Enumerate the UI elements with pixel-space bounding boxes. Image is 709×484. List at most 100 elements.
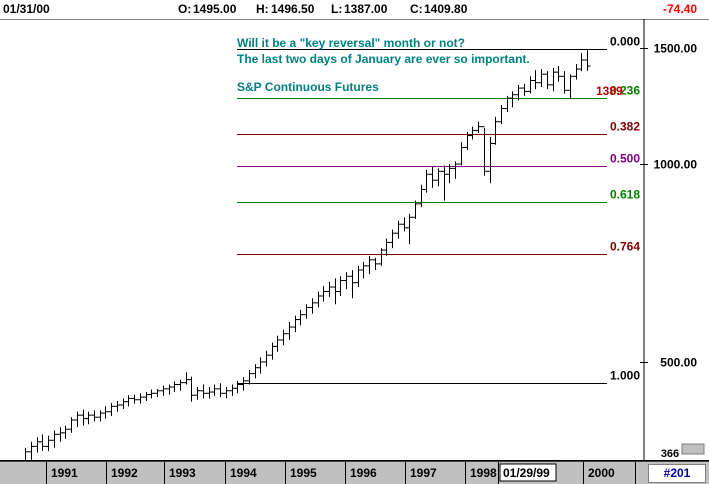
ohlc-bar	[131, 394, 138, 404]
ohlc-bar	[25, 447, 29, 461]
ohlc-bar	[544, 71, 551, 90]
ohlc-bar	[183, 372, 190, 385]
annotation-line-1: Will it be a "key reversal" month or not…	[237, 36, 465, 50]
ohlc-bar	[125, 395, 132, 407]
year-label: 1996	[350, 466, 377, 480]
ohlc-bar	[257, 357, 264, 374]
year-label: 1998	[470, 466, 497, 480]
ohlc-bar	[217, 383, 224, 398]
year-label: 2000	[588, 466, 615, 480]
time-axis: 1991 1992 1993 1994 1995 1996 1997 1998 01/29/99…	[46, 462, 636, 484]
ohlc-bar	[343, 272, 350, 290]
cursor-date-box	[499, 463, 557, 482]
change-value: -74.40	[663, 2, 698, 16]
ohlc-bar	[475, 121, 482, 134]
scale-widget	[681, 443, 705, 455]
ohlc-bar	[74, 411, 81, 428]
fib-label: 0.382	[610, 120, 640, 134]
ohlc-bar	[234, 380, 241, 394]
ohlc-bar	[108, 403, 115, 416]
ohlc-bar	[389, 229, 396, 249]
ohlc-bar	[45, 435, 52, 451]
annotation-line-2: The last two days of January are ever so…	[237, 52, 530, 66]
ohlc-bar	[349, 270, 356, 299]
ohlc-bar	[567, 74, 574, 100]
ohlc-bar	[28, 441, 35, 460]
close-value: 1409.80	[424, 2, 468, 16]
ohlc-bar	[458, 142, 465, 166]
high-label: H:	[256, 2, 269, 16]
current-price-label: 1389	[596, 84, 623, 98]
ohlc-bar	[114, 401, 121, 412]
ohlc-bar	[211, 384, 218, 396]
year-label: 1995	[290, 466, 317, 480]
ohlc-bar	[229, 384, 236, 396]
fibonacci-layer: 0.000 0.236 0.382 0.500 0.618 0.764 1.000	[237, 35, 640, 384]
ohlc-bar	[492, 116, 499, 145]
ohlc-bar	[538, 69, 545, 87]
year-label: 01/29/99	[503, 466, 550, 480]
symbol-number-box[interactable]: #201	[648, 464, 706, 483]
price-axis-min-label: 366	[661, 448, 679, 460]
ohlc-bar	[418, 184, 425, 208]
year-label: 1992	[111, 466, 138, 480]
quote-date: 01/31/00	[3, 2, 50, 16]
ohlc-bar	[423, 169, 430, 193]
ohlc-bar	[154, 388, 161, 398]
ohlc-bar	[406, 213, 413, 245]
ohlc-bar	[252, 364, 259, 379]
ohlc-bar	[555, 65, 562, 82]
ohlc-bar	[62, 425, 69, 439]
ohlc-bar	[584, 49, 591, 71]
ohlc-bar	[166, 384, 173, 395]
ohlc-bar	[280, 329, 287, 346]
ohlc-bar	[57, 427, 64, 442]
open-label: O:	[178, 2, 192, 16]
ohlc-bar	[39, 434, 46, 451]
ohlc-bar	[240, 377, 247, 391]
ohlc-bar	[297, 309, 304, 326]
ohlc-bar	[509, 91, 516, 108]
ohlc-bar	[51, 430, 58, 448]
ohlc-bar	[550, 68, 557, 92]
price-axis-label: 1000.00	[654, 158, 698, 172]
low-label: L:	[331, 2, 343, 16]
ohlc-bar	[441, 165, 448, 201]
ohlc-bar	[292, 315, 299, 333]
ohlc-bar	[532, 70, 539, 90]
ohlc-bars	[25, 49, 591, 461]
ohlc-bar	[97, 410, 104, 422]
ohlc-bar	[188, 376, 195, 402]
chart-labels: Will it be a "key reversal" month or not…	[237, 36, 623, 98]
ohlc-bar	[286, 322, 293, 340]
fib-label: 0.764	[610, 240, 640, 254]
ohlc-bar	[303, 304, 310, 319]
price-chart: 0.000 0.236 0.382 0.500 0.618 0.764 1.000 Will…	[0, 19, 709, 461]
chart-title: S&P Continuous Futures	[237, 80, 379, 94]
ohlc-bar	[326, 281, 333, 297]
fib-label: 1.000	[610, 369, 640, 383]
ohlc-bar	[498, 104, 505, 125]
ohlc-bar	[120, 398, 127, 410]
ohlc-bar	[527, 76, 534, 94]
ohlc-bar	[378, 248, 385, 266]
price-axis-label: 500.00	[660, 356, 697, 370]
price-axis-label: 1500.00	[654, 42, 698, 56]
year-label: 1994	[230, 466, 257, 480]
ohlc-bar	[469, 126, 476, 140]
ohlc-bar	[315, 291, 322, 308]
ohlc-bar	[573, 63, 580, 80]
ohlc-bar	[515, 84, 522, 101]
ohlc-bar	[309, 298, 316, 314]
high-value: 1496.50	[271, 2, 315, 16]
ohlc-bar	[435, 168, 442, 187]
time-axis-bar: 1991 1992 1993 1994 1995 1996 1997 1998 01/29/99…	[0, 461, 709, 484]
low-value: 1387.00	[344, 2, 388, 16]
ohlc-bar	[383, 238, 390, 256]
ohlc-bar	[137, 393, 144, 404]
ohlc-bar	[80, 409, 87, 426]
ohlc-bar	[360, 261, 367, 279]
ohlc-bar	[355, 265, 362, 288]
ohlc-bar	[206, 386, 213, 399]
ohlc-bar	[34, 437, 41, 453]
